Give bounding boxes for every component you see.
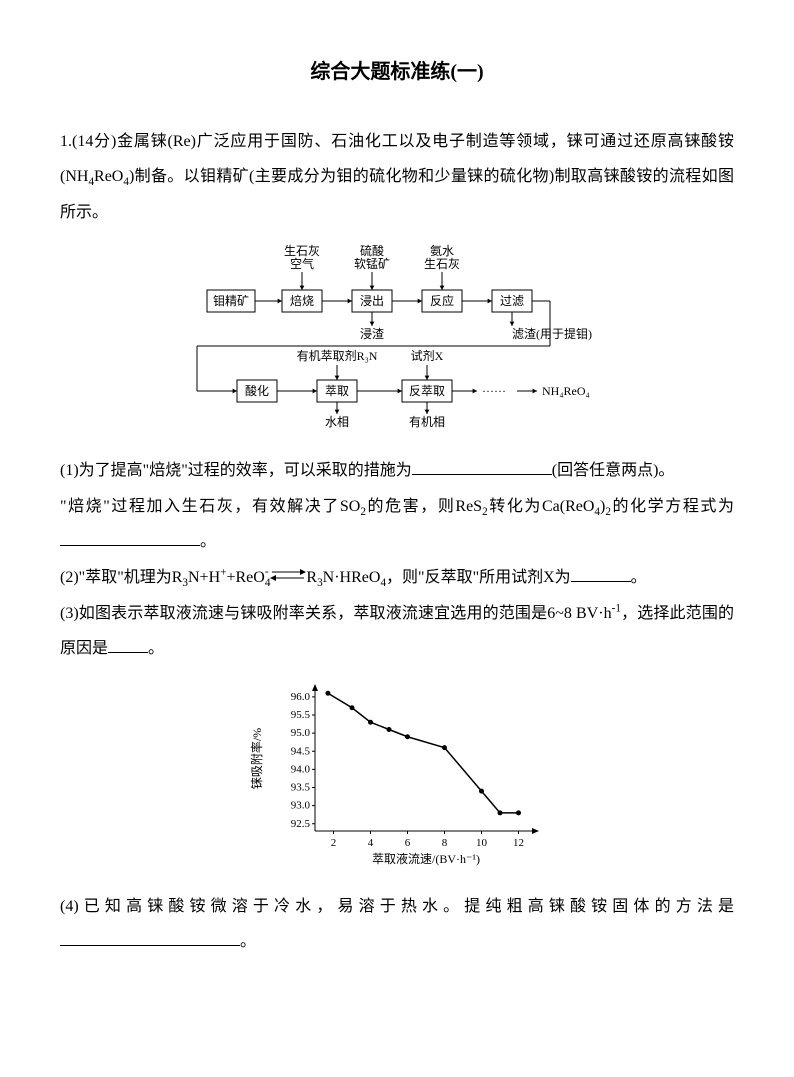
svg-text:10: 10 bbox=[476, 837, 488, 849]
svg-text:12: 12 bbox=[513, 837, 524, 849]
part1-text-c: "焙烧"过程加入生石灰，有效解决了SO bbox=[60, 498, 360, 515]
part2-text-e: N·HReO bbox=[323, 569, 381, 586]
svg-text:NH₄ReO₄: NH₄ReO₄ bbox=[542, 384, 590, 398]
question-part-2: (2)"萃取"机理为R3N+H++ReO4-R3N·HReO4，则"反萃取"所用… bbox=[60, 560, 734, 596]
flowchart: 钼精矿焙烧浸出反应过滤生石灰空气硫酸软锰矿氨水生石灰浸渣滤渣(用于提钼)酸化萃取… bbox=[187, 240, 607, 430]
svg-text:92.5: 92.5 bbox=[291, 818, 311, 830]
svg-text:萃取液流速/(BV·h⁻¹): 萃取液流速/(BV·h⁻¹) bbox=[372, 851, 480, 866]
part4-end: 。 bbox=[240, 933, 256, 950]
svg-text:铼吸附率/%: 铼吸附率/% bbox=[249, 728, 264, 789]
svg-text:浸渣: 浸渣 bbox=[360, 327, 384, 341]
question-part-1c: "焙烧"过程加入生石灰，有效解决了SO2的危害，则ReS2转化为Ca(ReO4)… bbox=[60, 489, 734, 560]
sup-minus: - bbox=[265, 560, 269, 585]
svg-text:水相: 水相 bbox=[325, 415, 349, 429]
question-part-1: (1)为了提高"焙烧"过程的效率，可以采取的措施为 (回答任意两点)。 bbox=[60, 453, 734, 488]
svg-text:2: 2 bbox=[331, 837, 337, 849]
svg-text:钼精矿: 钼精矿 bbox=[213, 294, 249, 308]
svg-text:试剂X: 试剂X bbox=[411, 348, 444, 363]
part2-end: 。 bbox=[631, 569, 647, 586]
part1-text-d: 的危害，则ReS bbox=[366, 498, 482, 515]
blank-3 bbox=[571, 561, 631, 581]
svg-text:94.5: 94.5 bbox=[291, 745, 311, 757]
svg-text:萃取: 萃取 bbox=[325, 384, 349, 398]
svg-text:浸出: 浸出 bbox=[360, 294, 384, 308]
part2-text-a: (2)"萃取"机理为R bbox=[60, 569, 182, 586]
blank-4 bbox=[108, 633, 148, 653]
page-title: 综合大题标准练(一) bbox=[60, 50, 734, 94]
sup-neg1: -1 bbox=[612, 602, 621, 614]
adsorption-chart: 92.5 93.0 93.5 94.0 94.5 95.0 95.5 96.0 2 4 6 8 10 12… bbox=[247, 676, 547, 866]
blank-5 bbox=[60, 926, 240, 946]
svg-text:生石灰: 生石灰 bbox=[284, 244, 320, 258]
svg-text:96.0: 96.0 bbox=[291, 691, 311, 703]
part2-text-f: ，则"反萃取"所用试剂X为 bbox=[386, 569, 571, 586]
part1-text-b: (回答任意两点)。 bbox=[552, 462, 675, 479]
blank-2 bbox=[60, 526, 200, 546]
svg-text:8: 8 bbox=[442, 837, 448, 849]
flowchart-figure: 钼精矿焙烧浸出反应过滤生石灰空气硫酸软锰矿氨水生石灰浸渣滤渣(用于提钼)酸化萃取… bbox=[60, 240, 734, 443]
question-intro: 1.(14分)金属铼(Re)广泛应用于国防、石油化工以及电子制造等领域，铼可通过… bbox=[60, 124, 734, 230]
svg-text:硫酸: 硫酸 bbox=[360, 243, 384, 258]
svg-text:滤渣(用于提钼): 滤渣(用于提钼) bbox=[512, 326, 592, 341]
svg-text:······: ······ bbox=[482, 384, 506, 398]
blank-1 bbox=[412, 455, 552, 475]
part2-text-c: +ReO bbox=[226, 569, 264, 586]
part2-text-d: R bbox=[306, 569, 317, 586]
chart-figure: 92.5 93.0 93.5 94.0 94.5 95.0 95.5 96.0 2 4 6 8 10 12… bbox=[60, 676, 734, 879]
svg-text:软锰矿: 软锰矿 bbox=[354, 256, 390, 271]
svg-text:生石灰: 生石灰 bbox=[424, 257, 460, 271]
part1-text-e: 转化为Ca(ReO bbox=[488, 498, 595, 515]
svg-text:酸化: 酸化 bbox=[245, 383, 269, 398]
intro-text-3: )制备。以钼精矿(主要成分为钼的硫化物和少量铼的硫化物)制取高铼酸铵的流程如图所… bbox=[60, 168, 734, 221]
svg-text:氨水: 氨水 bbox=[430, 244, 454, 258]
svg-text:焙烧: 焙烧 bbox=[290, 293, 314, 308]
svg-text:有机相: 有机相 bbox=[409, 415, 445, 429]
part4-text-a: (4)已知高铼酸铵微溶于冷水，易溶于热水。提纯粗高铼酸铵固体的方法是 bbox=[60, 898, 734, 915]
svg-text:93.0: 93.0 bbox=[291, 800, 311, 812]
question-part-3: (3)如图表示萃取液流速与铼吸附率关系，萃取液流速宜选用的范围是6~8 BV·h… bbox=[60, 596, 734, 666]
svg-text:95.0: 95.0 bbox=[291, 727, 311, 739]
intro-text-2: ReO bbox=[94, 168, 123, 185]
svg-text:过滤: 过滤 bbox=[500, 294, 524, 308]
svg-text:6: 6 bbox=[405, 837, 411, 849]
part2-text-b: N+H bbox=[188, 569, 220, 586]
part3-text-a: (3)如图表示萃取液流速与铼吸附率关系，萃取液流速宜选用的范围是6~8 BV·h bbox=[60, 605, 612, 622]
part1-text-g: 的化学方程式为 bbox=[611, 498, 734, 515]
part3-end: 。 bbox=[148, 640, 164, 657]
svg-text:反应: 反应 bbox=[430, 293, 454, 308]
svg-text:93.5: 93.5 bbox=[291, 781, 311, 793]
svg-text:94.0: 94.0 bbox=[291, 763, 311, 775]
svg-text:有机萃取剂R₃N: 有机萃取剂R₃N bbox=[297, 348, 378, 363]
part1-text-a: (1)为了提高"焙烧"过程的效率，可以采取的措施为 bbox=[60, 462, 412, 479]
svg-text:反萃取: 反萃取 bbox=[409, 384, 445, 398]
svg-text:空气: 空气 bbox=[290, 256, 314, 271]
part1-end: 。 bbox=[200, 533, 216, 550]
question-part-4: (4)已知高铼酸铵微溶于冷水，易溶于热水。提纯粗高铼酸铵固体的方法是。 bbox=[60, 889, 734, 959]
svg-text:4: 4 bbox=[368, 837, 374, 849]
svg-text:95.5: 95.5 bbox=[291, 709, 311, 721]
